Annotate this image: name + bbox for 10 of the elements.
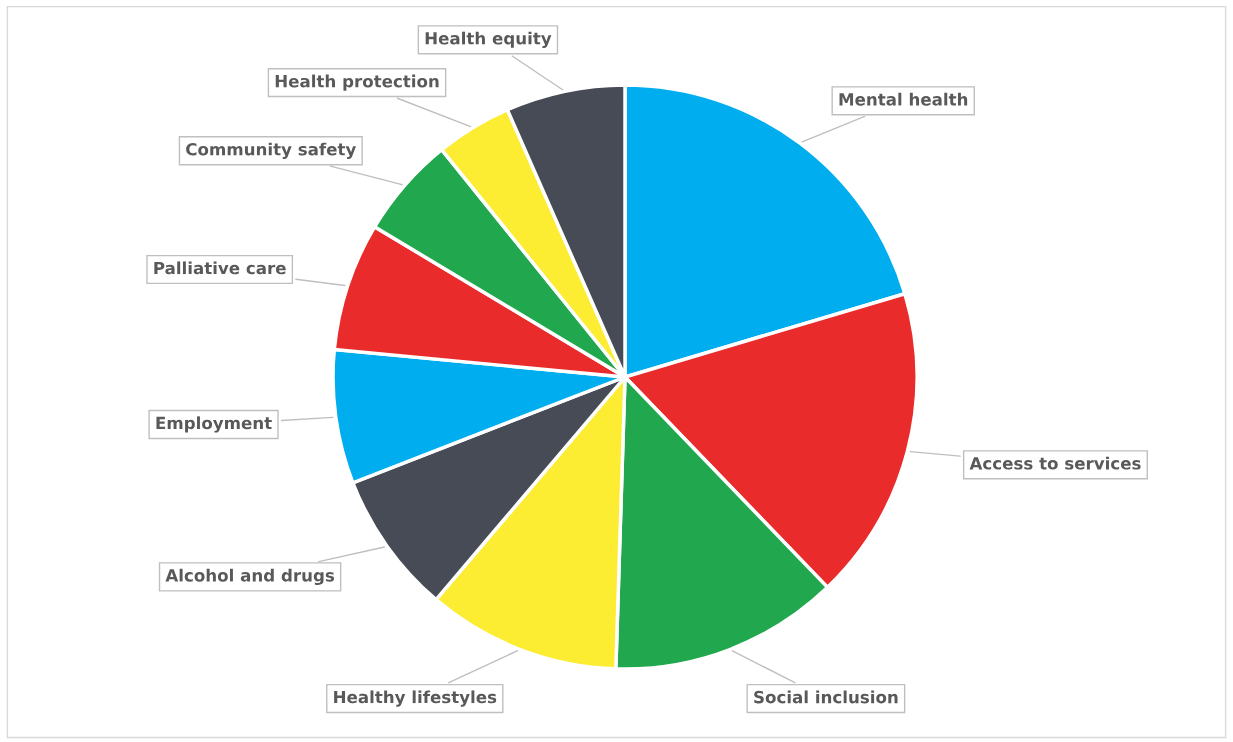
slice-label: Employment <box>156 416 272 433</box>
slice-label: Alcohol and drugs <box>165 568 335 586</box>
slice-label: Social inclusion <box>754 690 898 704</box>
slice-label: Community safety <box>186 142 356 159</box>
slice-label: Mental health <box>839 92 968 106</box>
slice-label: Healthy lifestyles <box>334 690 497 707</box>
slice-label: Palliative care <box>154 261 286 275</box>
slice-label: Health equity <box>425 31 552 48</box>
slice-label: Access to services <box>969 456 1141 470</box>
slice-label: Health protection <box>275 74 439 91</box>
